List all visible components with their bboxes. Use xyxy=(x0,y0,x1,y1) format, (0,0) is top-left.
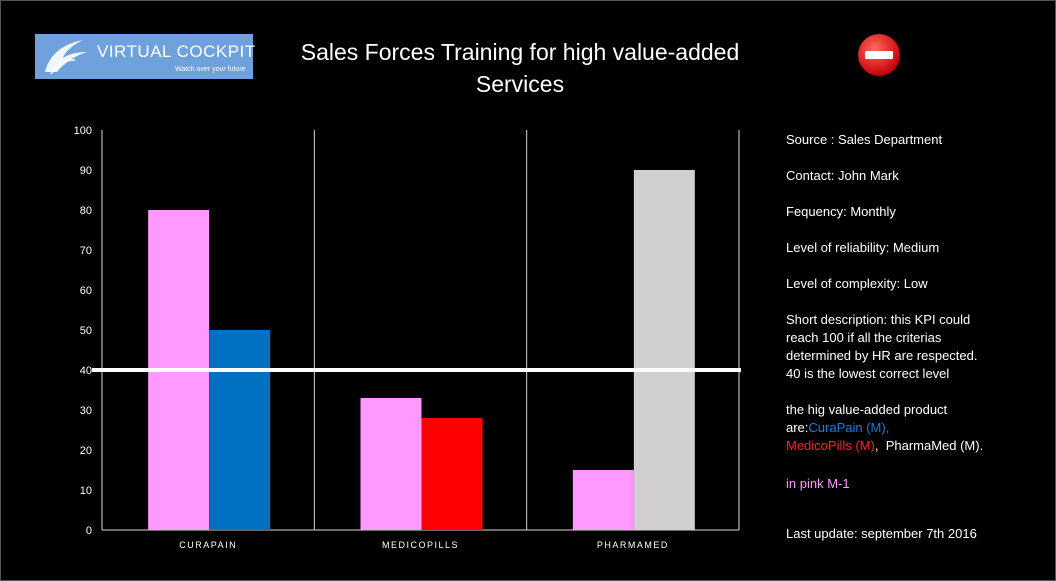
eagle-icon xyxy=(45,40,87,75)
y-tick-label: 100 xyxy=(74,125,92,137)
info-panel: Source : Sales Department Contact: John … xyxy=(786,131,1016,493)
logo: VIRTUAL COCKPIT Watch over your future xyxy=(35,34,256,79)
y-tick-label: 0 xyxy=(86,525,92,537)
no-entry-icon xyxy=(858,34,900,76)
product-curapain: CuraPain (M), xyxy=(808,420,890,435)
y-tick-label: 50 xyxy=(80,325,92,337)
last-update: Last update: september 7th 2016 xyxy=(786,526,977,541)
page-title: Sales Forces Training for high value-add… xyxy=(300,39,740,97)
bar-medicopills-m xyxy=(421,418,483,530)
y-tick-label: 70 xyxy=(80,245,92,257)
info-reliability: Level of reliability: Medium xyxy=(786,240,940,255)
info-description: Short description: this KPI could reach … xyxy=(786,312,978,381)
y-tick-label: 80 xyxy=(80,205,92,217)
info-source: Source : Sales Department xyxy=(786,132,943,147)
info-products: the hig value-added product are:CuraPain… xyxy=(786,402,984,453)
y-tick-label: 20 xyxy=(80,445,92,457)
y-tick-label: 30 xyxy=(80,405,92,417)
bar-curapain-m xyxy=(209,330,271,530)
y-tick-label: 60 xyxy=(80,285,92,297)
y-tick-label: 40 xyxy=(80,365,92,377)
y-tick-label: 90 xyxy=(80,165,92,177)
products-intro: the hig value-added product are: xyxy=(786,402,948,435)
info-contact: Contact: John Mark xyxy=(786,168,899,183)
bar-pharmamed-m-1 xyxy=(572,470,634,530)
info-complexity: Level of complexity: Low xyxy=(786,276,928,291)
x-category-label: PHARMAMED xyxy=(597,540,669,550)
logo-name: VIRTUAL COCKPIT xyxy=(97,42,256,61)
info-pink-note: in pink M-1 xyxy=(786,476,850,491)
x-category-label: CURAPAIN xyxy=(179,540,237,550)
product-medicopills: MedicoPills (M) xyxy=(786,438,875,453)
bar-pharmamed-m xyxy=(633,170,695,530)
chart-labels: 0 10 20 30 40 50 60 70 80 90 100 CURAPAIN MEDICOPILL… xyxy=(74,125,669,550)
logo-tagline: Watch over your future xyxy=(175,66,246,73)
x-category-label: MEDICOPILLS xyxy=(382,540,459,550)
chart-bars xyxy=(92,170,741,530)
bar-medicopills-m-1 xyxy=(360,398,422,530)
y-tick-label: 10 xyxy=(80,485,92,497)
info-frequency: Fequency: Monthly xyxy=(786,204,896,219)
product-pharmamed: PharmaMed (M). xyxy=(885,438,984,453)
